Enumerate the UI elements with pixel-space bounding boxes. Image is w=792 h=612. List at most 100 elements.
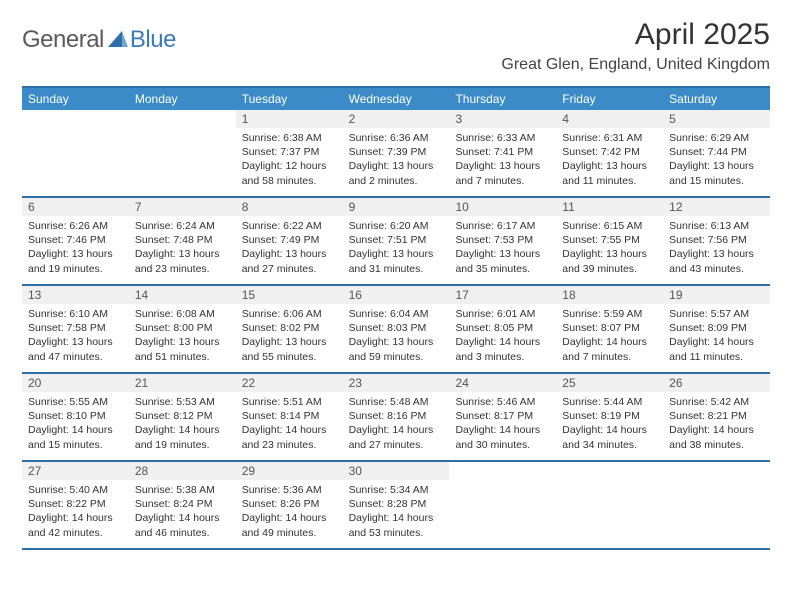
day-number: 1 (236, 110, 343, 128)
calendar-cell: 29Sunrise: 5:36 AMSunset: 8:26 PMDayligh… (236, 462, 343, 548)
day-number: 22 (236, 374, 343, 392)
logo-triangle-icon (108, 31, 128, 52)
sunrise-line: Sunrise: 5:48 AM (349, 395, 444, 409)
sunset-line: Sunset: 7:53 PM (455, 233, 550, 247)
calendar-cell (663, 462, 770, 548)
daylight-line: Daylight: 14 hours and 11 minutes. (669, 335, 764, 363)
calendar-cell: 4Sunrise: 6:31 AMSunset: 7:42 PMDaylight… (556, 110, 663, 196)
sunrise-line: Sunrise: 5:40 AM (28, 483, 123, 497)
calendar-cell: 3Sunrise: 6:33 AMSunset: 7:41 PMDaylight… (449, 110, 556, 196)
daylight-line: Daylight: 14 hours and 23 minutes. (242, 423, 337, 451)
day-details: Sunrise: 5:40 AMSunset: 8:22 PMDaylight:… (22, 480, 129, 546)
day-number: 11 (556, 198, 663, 216)
day-header: Tuesday (236, 88, 343, 110)
sunrise-line: Sunrise: 6:26 AM (28, 219, 123, 233)
sunrise-line: Sunrise: 5:44 AM (562, 395, 657, 409)
sunset-line: Sunset: 8:09 PM (669, 321, 764, 335)
day-header: Wednesday (343, 88, 450, 110)
day-details: Sunrise: 5:59 AMSunset: 8:07 PMDaylight:… (556, 304, 663, 370)
sunset-line: Sunset: 8:21 PM (669, 409, 764, 423)
calendar-week: 1Sunrise: 6:38 AMSunset: 7:37 PMDaylight… (22, 110, 770, 198)
daylight-line: Daylight: 14 hours and 42 minutes. (28, 511, 123, 539)
title-block: April 2025 Great Glen, England, United K… (501, 18, 770, 74)
day-details: Sunrise: 5:55 AMSunset: 8:10 PMDaylight:… (22, 392, 129, 458)
calendar-cell: 9Sunrise: 6:20 AMSunset: 7:51 PMDaylight… (343, 198, 450, 284)
daylight-line: Daylight: 14 hours and 19 minutes. (135, 423, 230, 451)
daylight-line: Daylight: 14 hours and 3 minutes. (455, 335, 550, 363)
daylight-line: Daylight: 14 hours and 53 minutes. (349, 511, 444, 539)
calendar-cell: 12Sunrise: 6:13 AMSunset: 7:56 PMDayligh… (663, 198, 770, 284)
page-title: April 2025 (501, 18, 770, 52)
calendar-cell (556, 462, 663, 548)
calendar-cell: 6Sunrise: 6:26 AMSunset: 7:46 PMDaylight… (22, 198, 129, 284)
calendar: SundayMondayTuesdayWednesdayThursdayFrid… (22, 86, 770, 550)
calendar-cell: 1Sunrise: 6:38 AMSunset: 7:37 PMDaylight… (236, 110, 343, 196)
day-number: 19 (663, 286, 770, 304)
day-details: Sunrise: 6:38 AMSunset: 7:37 PMDaylight:… (236, 128, 343, 194)
calendar-cell: 21Sunrise: 5:53 AMSunset: 8:12 PMDayligh… (129, 374, 236, 460)
daylight-line: Daylight: 13 hours and 35 minutes. (455, 247, 550, 275)
daylight-line: Daylight: 13 hours and 23 minutes. (135, 247, 230, 275)
day-number: 6 (22, 198, 129, 216)
day-number: 18 (556, 286, 663, 304)
calendar-cell (22, 110, 129, 196)
calendar-week: 27Sunrise: 5:40 AMSunset: 8:22 PMDayligh… (22, 462, 770, 550)
day-details: Sunrise: 5:34 AMSunset: 8:28 PMDaylight:… (343, 480, 450, 546)
daylight-line: Daylight: 14 hours and 30 minutes. (455, 423, 550, 451)
day-number: 2 (343, 110, 450, 128)
daylight-line: Daylight: 13 hours and 39 minutes. (562, 247, 657, 275)
daylight-line: Daylight: 13 hours and 2 minutes. (349, 159, 444, 187)
day-details: Sunrise: 6:36 AMSunset: 7:39 PMDaylight:… (343, 128, 450, 194)
day-details: Sunrise: 6:04 AMSunset: 8:03 PMDaylight:… (343, 304, 450, 370)
sunrise-line: Sunrise: 5:36 AM (242, 483, 337, 497)
calendar-cell: 26Sunrise: 5:42 AMSunset: 8:21 PMDayligh… (663, 374, 770, 460)
sunrise-line: Sunrise: 6:22 AM (242, 219, 337, 233)
daylight-line: Daylight: 14 hours and 34 minutes. (562, 423, 657, 451)
sunrise-line: Sunrise: 6:15 AM (562, 219, 657, 233)
day-headers-row: SundayMondayTuesdayWednesdayThursdayFrid… (22, 88, 770, 110)
calendar-cell: 24Sunrise: 5:46 AMSunset: 8:17 PMDayligh… (449, 374, 556, 460)
day-number: 17 (449, 286, 556, 304)
sunrise-line: Sunrise: 6:06 AM (242, 307, 337, 321)
sunset-line: Sunset: 8:22 PM (28, 497, 123, 511)
day-number: 14 (129, 286, 236, 304)
sunset-line: Sunset: 7:46 PM (28, 233, 123, 247)
sunrise-line: Sunrise: 6:04 AM (349, 307, 444, 321)
day-details: Sunrise: 6:31 AMSunset: 7:42 PMDaylight:… (556, 128, 663, 194)
day-number: 10 (449, 198, 556, 216)
daylight-line: Daylight: 14 hours and 38 minutes. (669, 423, 764, 451)
calendar-cell: 14Sunrise: 6:08 AMSunset: 8:00 PMDayligh… (129, 286, 236, 372)
sunset-line: Sunset: 7:39 PM (349, 145, 444, 159)
day-details: Sunrise: 6:29 AMSunset: 7:44 PMDaylight:… (663, 128, 770, 194)
day-details: Sunrise: 5:44 AMSunset: 8:19 PMDaylight:… (556, 392, 663, 458)
calendar-cell: 22Sunrise: 5:51 AMSunset: 8:14 PMDayligh… (236, 374, 343, 460)
sunset-line: Sunset: 8:14 PM (242, 409, 337, 423)
daylight-line: Daylight: 14 hours and 15 minutes. (28, 423, 123, 451)
sunrise-line: Sunrise: 6:08 AM (135, 307, 230, 321)
day-details: Sunrise: 5:51 AMSunset: 8:14 PMDaylight:… (236, 392, 343, 458)
calendar-cell: 20Sunrise: 5:55 AMSunset: 8:10 PMDayligh… (22, 374, 129, 460)
sunrise-line: Sunrise: 6:33 AM (455, 131, 550, 145)
sunset-line: Sunset: 8:28 PM (349, 497, 444, 511)
sunset-line: Sunset: 7:37 PM (242, 145, 337, 159)
day-details: Sunrise: 6:08 AMSunset: 8:00 PMDaylight:… (129, 304, 236, 370)
day-number: 30 (343, 462, 450, 480)
day-number: 16 (343, 286, 450, 304)
day-number: 5 (663, 110, 770, 128)
sunset-line: Sunset: 7:44 PM (669, 145, 764, 159)
daylight-line: Daylight: 13 hours and 47 minutes. (28, 335, 123, 363)
sunrise-line: Sunrise: 6:13 AM (669, 219, 764, 233)
sunrise-line: Sunrise: 6:31 AM (562, 131, 657, 145)
calendar-cell: 30Sunrise: 5:34 AMSunset: 8:28 PMDayligh… (343, 462, 450, 548)
sunrise-line: Sunrise: 6:24 AM (135, 219, 230, 233)
sunset-line: Sunset: 8:10 PM (28, 409, 123, 423)
day-number: 21 (129, 374, 236, 392)
sunrise-line: Sunrise: 6:01 AM (455, 307, 550, 321)
sunrise-line: Sunrise: 5:51 AM (242, 395, 337, 409)
sunrise-line: Sunrise: 5:38 AM (135, 483, 230, 497)
sunset-line: Sunset: 8:03 PM (349, 321, 444, 335)
calendar-cell: 5Sunrise: 6:29 AMSunset: 7:44 PMDaylight… (663, 110, 770, 196)
sunset-line: Sunset: 7:58 PM (28, 321, 123, 335)
sunset-line: Sunset: 7:51 PM (349, 233, 444, 247)
sunset-line: Sunset: 8:05 PM (455, 321, 550, 335)
